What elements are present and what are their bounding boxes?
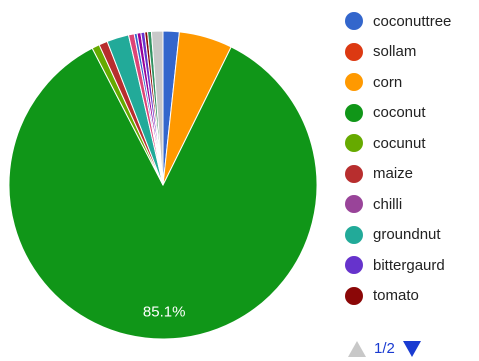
- legend-label: coconuttree: [373, 12, 452, 30]
- legend-swatch-icon: [345, 225, 363, 244]
- legend-label: coconut: [373, 104, 426, 122]
- legend-item-coconut[interactable]: coconut: [345, 98, 475, 129]
- legend-swatch-icon: [345, 195, 363, 214]
- legend-swatch-icon: [345, 42, 363, 61]
- legend-item-chilli[interactable]: chilli: [345, 189, 475, 220]
- legend-pager: 1/2: [348, 340, 421, 357]
- legend-swatch-icon: [345, 256, 363, 275]
- legend-label: tomato: [373, 287, 419, 305]
- triangle-down-icon[interactable]: [402, 340, 421, 357]
- pie-chart: 85.1%: [8, 30, 318, 340]
- legend-swatch-icon: [345, 12, 363, 31]
- legend-swatch-icon: [345, 164, 363, 183]
- legend-label: cocunut: [373, 134, 426, 152]
- legend-swatch-icon: [345, 73, 363, 92]
- legend-item-corn[interactable]: corn: [345, 67, 475, 98]
- legend-label: maize: [373, 165, 414, 183]
- legend-item-groundnut[interactable]: groundnut: [345, 220, 475, 251]
- legend-item-coconuttree[interactable]: coconuttree: [345, 6, 475, 37]
- triangle-up-icon: [348, 340, 366, 357]
- legend-item-maize[interactable]: maize: [345, 159, 475, 190]
- legend-label: corn: [373, 73, 403, 91]
- legend-label: groundnut: [373, 226, 441, 244]
- pie-slice-2[interactable]: [8, 46, 318, 340]
- legend-swatch-icon: [345, 286, 363, 305]
- legend-swatch-icon: [345, 103, 363, 122]
- legend-item-sollam[interactable]: sollam: [345, 37, 475, 68]
- legend-swatch-icon: [345, 134, 363, 153]
- legend-item-cocunut[interactable]: cocunut: [345, 128, 475, 159]
- legend-item-tomato[interactable]: tomato: [345, 281, 475, 312]
- chart-legend: coconuttree sollam corn coconut cocunut maize…: [345, 6, 475, 311]
- pie-slice-12[interactable]: [150, 30, 164, 186]
- legend-label: chilli: [373, 195, 403, 213]
- legend-item-bittergaurd[interactable]: bittergaurd: [345, 250, 475, 281]
- legend-label: bittergaurd: [373, 256, 445, 274]
- slice-data-label: 85.1%: [143, 303, 186, 320]
- legend-label: sollam: [373, 43, 417, 61]
- legend-page-indicator: 1/2: [374, 340, 395, 357]
